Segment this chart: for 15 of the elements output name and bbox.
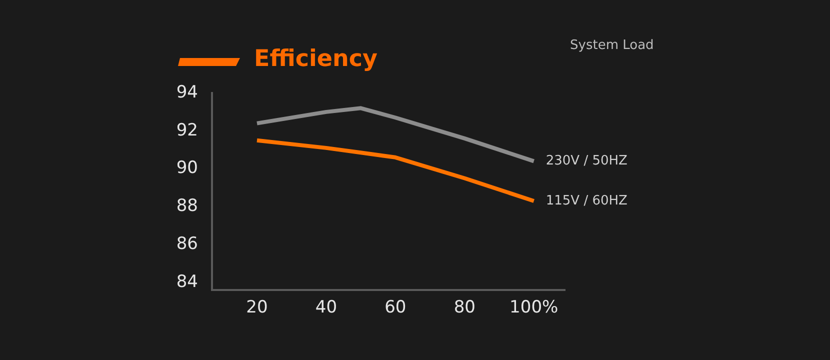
x-axis-title: System Load: [570, 38, 654, 53]
x-tick-label: 20: [246, 298, 268, 318]
y-tick-label: 88: [176, 196, 198, 216]
chart-title: Efficiency: [254, 46, 378, 72]
y-tick-label: 92: [176, 120, 198, 140]
series-label: 115V / 60HZ: [546, 193, 628, 208]
x-tick-label: 80: [454, 298, 476, 318]
y-tick-label: 84: [176, 272, 198, 292]
y-tick-label: 94: [176, 82, 198, 102]
x-tick-label: 100%: [510, 298, 558, 318]
y-tick-label: 90: [176, 158, 198, 178]
series-label: 230V / 50HZ: [546, 154, 628, 169]
y-tick-label: 86: [176, 234, 198, 254]
x-tick-label: 60: [384, 298, 406, 318]
x-tick-label: 40: [315, 298, 338, 318]
